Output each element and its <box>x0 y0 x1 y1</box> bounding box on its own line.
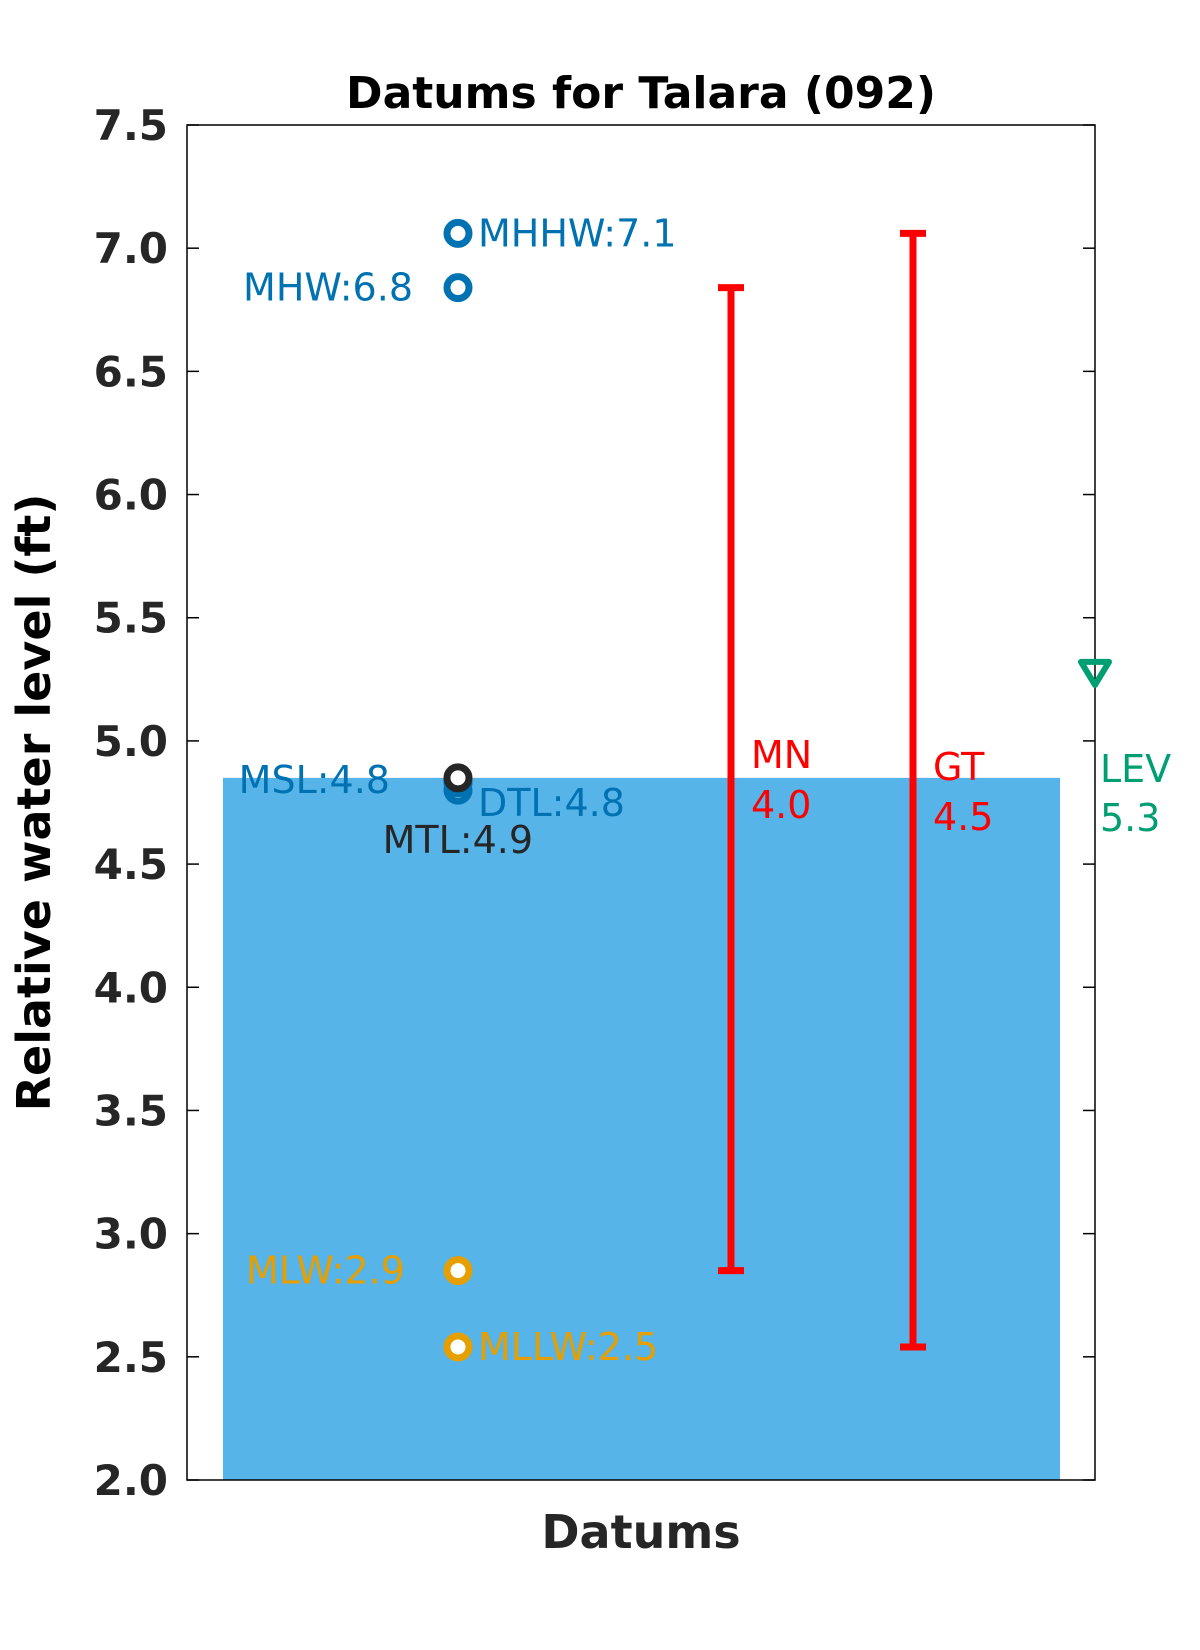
datum-points: DTL:4.8 MSL:4.8 MHHW:7.1 MHW:6.8 MLW:2.9 MLLW… <box>239 211 677 1369</box>
datum-mtl-label: MTL:4.9 <box>383 818 533 862</box>
y-axis-ticks <box>187 124 1095 1481</box>
datum-mtl: MTL:4.9 <box>383 763 533 862</box>
y-tick-label-1: 2.5 <box>94 1333 168 1382</box>
range-mn-label-name: MN <box>751 733 812 777</box>
range-mn-label-value: 4.0 <box>751 783 811 827</box>
datum-mhhw-label: MHHW:7.1 <box>478 211 677 255</box>
range-bars: MN 4.0 GT 4.5 <box>718 229 993 1351</box>
datum-msl-label: MSL:4.8 <box>239 758 390 802</box>
datum-mhhw-point <box>443 218 473 248</box>
y-axis-tick-labels: 2.0 2.5 3.0 3.5 4.0 4.5 5.0 5.5 6.0 6.5 7.0 7.5 <box>94 101 168 1505</box>
datum-dtl-label: DTL:4.8 <box>478 781 625 825</box>
y-tick-label-3: 3.5 <box>94 1086 168 1135</box>
datum-mlw-point <box>443 1256 473 1286</box>
chart-title: Datums for Talara (092) <box>346 68 936 119</box>
y-tick-label-7: 5.5 <box>94 594 168 643</box>
y-tick-label-5: 4.5 <box>94 840 168 889</box>
y-tick-label-10: 7.0 <box>94 224 168 273</box>
range-gt: GT 4.5 <box>900 229 993 1351</box>
y-axis-label: Relative water level (ft) <box>7 494 61 1112</box>
lev-label-value: 5.3 <box>1100 796 1160 840</box>
y-tick-label-6: 5.0 <box>94 717 168 766</box>
y-tick-label-4: 4.0 <box>94 963 168 1012</box>
datum-mlw: MLW:2.9 <box>246 1249 473 1293</box>
lev-marker <box>1078 658 1112 688</box>
water-level-fill <box>223 777 1060 1480</box>
y-tick-label-8: 6.0 <box>94 471 168 520</box>
plot-frame <box>186 124 1096 1481</box>
range-mn: MN 4.0 <box>718 284 812 1275</box>
datum-mllw: MLLW:2.5 <box>443 1325 658 1369</box>
datum-mlw-label: MLW:2.9 <box>246 1249 405 1293</box>
datum-mhw-label: MHW:6.8 <box>243 266 413 310</box>
range-gt-label-value: 4.5 <box>933 795 993 839</box>
y-tick-label-9: 6.5 <box>94 347 168 396</box>
datum-mhhw: MHHW:7.1 <box>443 211 677 255</box>
datum-mtl-point <box>443 763 473 793</box>
y-tick-label-0: 2.0 <box>94 1456 168 1505</box>
datum-mhw: MHW:6.8 <box>243 266 473 310</box>
datum-mllw-point <box>443 1332 473 1362</box>
x-axis-label: Datums <box>541 1505 740 1559</box>
y-tick-label-11: 7.5 <box>94 101 168 150</box>
lev-label-name: LEV <box>1100 747 1171 791</box>
datum-mhw-point <box>443 273 473 303</box>
y-tick-label-2: 3.0 <box>94 1210 168 1259</box>
range-gt-label-name: GT <box>933 745 985 789</box>
datum-mllw-label: MLLW:2.5 <box>478 1325 658 1369</box>
lev-marker-group: LEV 5.3 <box>1078 658 1171 840</box>
